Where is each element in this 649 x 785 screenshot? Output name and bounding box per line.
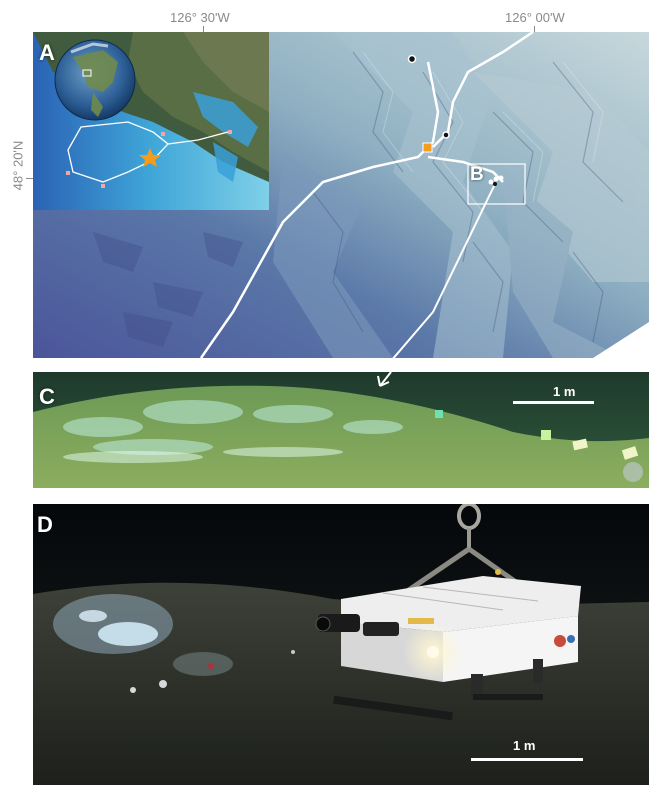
latitude-tick-left [26,178,34,179]
scale-label-d: 1 m [513,738,536,753]
pointer-arrowhead [377,372,392,387]
instrument-marker [442,131,450,139]
instrument-marker [493,176,499,182]
lander-photo-panel: D 1 m [33,504,649,785]
panel-label-b: B [470,164,484,185]
bacterial-mat [53,594,233,676]
scale-label-c: 1 m [553,384,576,399]
longitude-label-right: 126° 00'W [505,10,565,25]
logo-watermark [623,462,643,482]
latitude-label-left: 48° 20'N [10,140,26,191]
bacterial-mat [63,400,403,455]
panel-label-a: A [39,40,55,65]
bathymetry-map-panel: A B [33,32,649,358]
instrument-marker [493,182,497,186]
inset-box-b [467,163,526,205]
scale-bar-c [513,401,594,404]
lander-photo [33,504,649,785]
instrument-marker [488,179,494,185]
bathymetry-map [33,32,649,358]
regional-inset-map [33,32,269,210]
panel-label-d: D [37,512,53,537]
site-marker-flag [541,430,551,440]
seafloor-lander [315,504,581,721]
longitude-label-left: 126° 30'W [170,10,230,25]
longitude-tick-right [534,26,535,34]
scale-bar-d [471,758,583,761]
node-marker [422,142,433,153]
longitude-tick-left [203,26,204,34]
site-marker-flag [572,438,588,451]
pointer-line [392,183,496,358]
seafloor-panorama [33,372,649,488]
site-marker-flag [621,446,639,460]
panel-label-c: C [39,384,55,409]
seafloor-panorama-panel: C 1 m [33,372,649,488]
site-marker-flag [435,410,443,418]
site-star-marker [139,148,161,167]
instrument-marker [498,175,504,181]
instrument-marker [407,54,417,64]
